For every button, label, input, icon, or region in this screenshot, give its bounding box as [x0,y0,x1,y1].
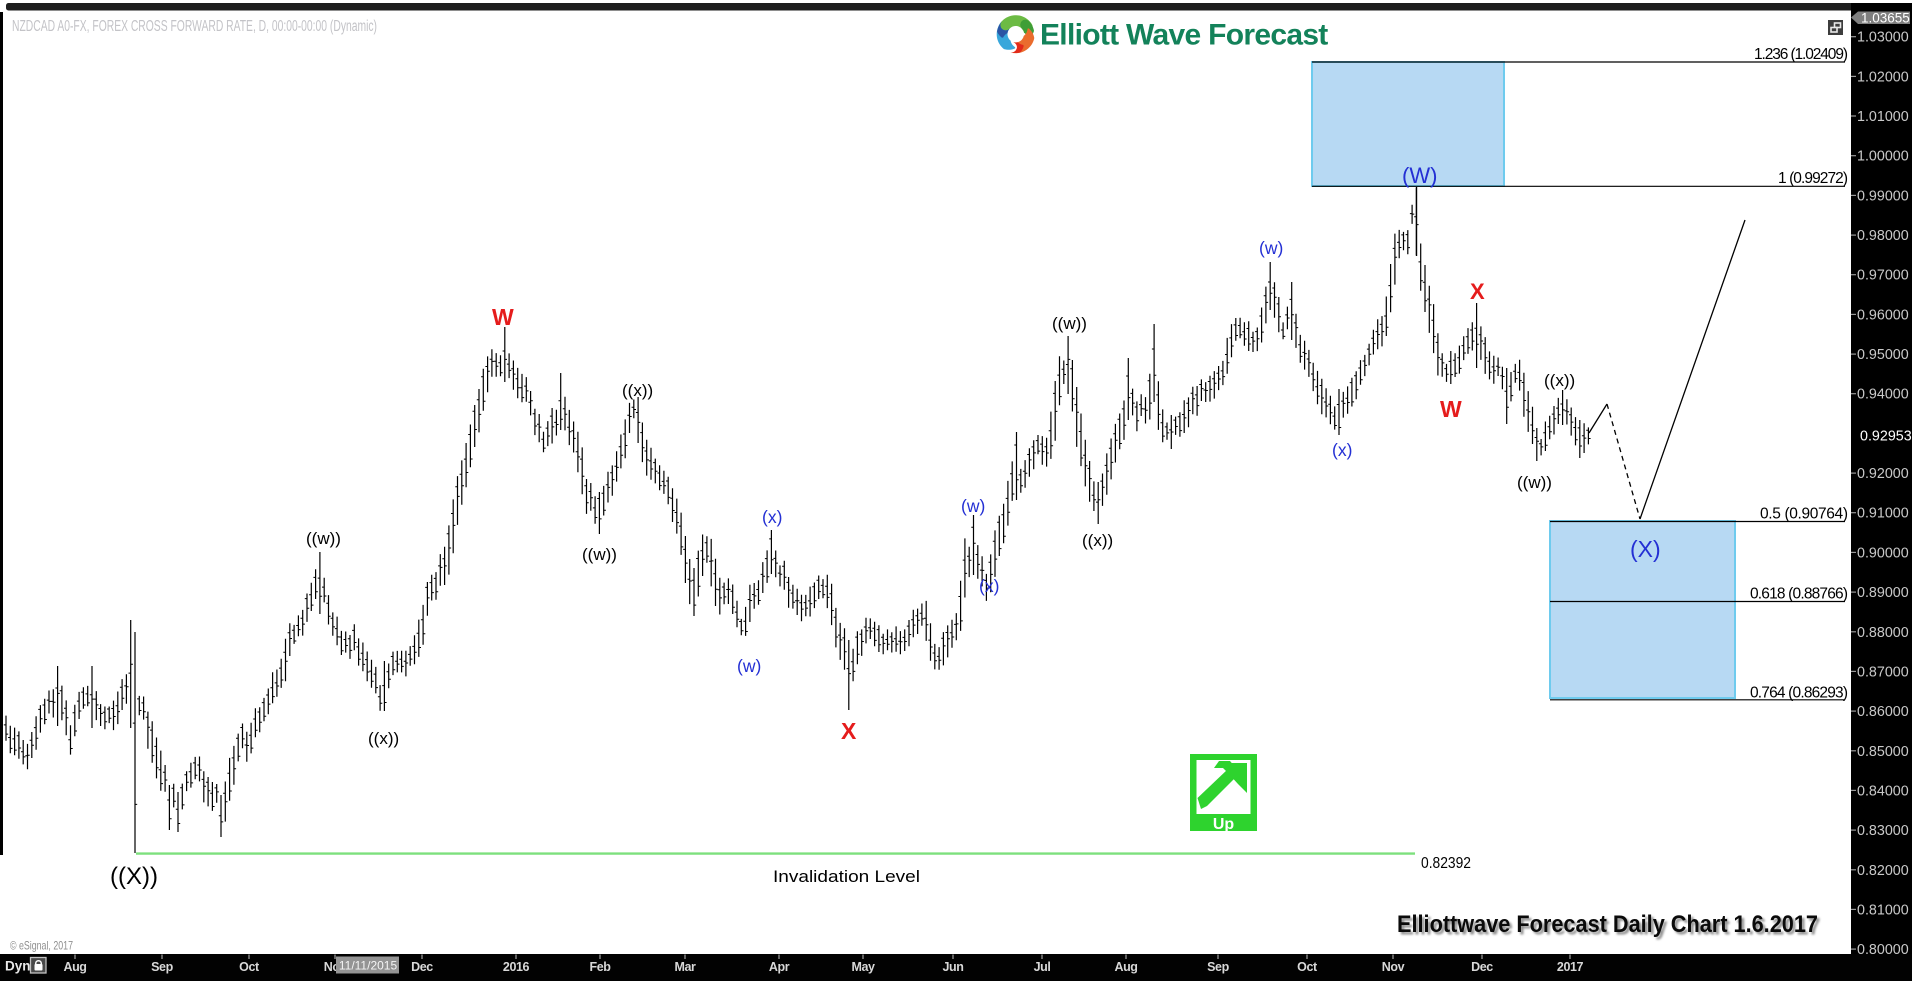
svg-text:Dec: Dec [411,960,433,974]
svg-text:1.00000: 1.00000 [1857,149,1909,165]
svg-text:0.80000: 0.80000 [1857,942,1909,958]
svg-text:0.94000: 0.94000 [1857,387,1909,403]
svg-text:(x): (x) [1332,440,1352,460]
svg-text:((x)): ((x)) [1544,371,1575,390]
svg-text:0.89000: 0.89000 [1857,585,1909,601]
svg-text:0.88000: 0.88000 [1857,625,1909,641]
svg-text:0.98000: 0.98000 [1857,228,1909,244]
svg-text:(w): (w) [737,656,761,676]
svg-text:Elliottwave Forecast Daily Cha: Elliottwave Forecast Daily Chart 1.6.201… [1400,914,1821,941]
svg-text:Oct: Oct [239,960,260,974]
svg-text:X: X [841,718,857,744]
svg-text:NZDCAD A0-FX, FOREX CROSS FORW: NZDCAD A0-FX, FOREX CROSS FORWARD RATE, … [12,18,377,35]
svg-text:Jun: Jun [942,960,963,974]
svg-text:0.86000: 0.86000 [1857,704,1909,720]
svg-text:May: May [851,960,875,974]
svg-text:2017: 2017 [1557,960,1584,974]
svg-text:0.90000: 0.90000 [1857,545,1909,561]
svg-text:Up: Up [1213,816,1235,833]
svg-text:0.95000: 0.95000 [1857,347,1909,363]
svg-text:Oct: Oct [1297,960,1318,974]
svg-text:Apr: Apr [769,960,790,974]
svg-text:0.82000: 0.82000 [1857,863,1909,879]
svg-text:((X)): ((X)) [110,863,158,890]
svg-text:1 (0.99272): 1 (0.99272) [1778,170,1848,187]
svg-text:© eSignal, 2017: © eSignal, 2017 [10,939,73,953]
svg-text:0.5 (0.90764): 0.5 (0.90764) [1760,506,1848,523]
svg-text:Mar: Mar [674,960,696,974]
svg-text:0.96000: 0.96000 [1857,307,1909,323]
svg-text:0.97000: 0.97000 [1857,268,1909,284]
svg-text:Elliottwave Forecast Daily Cha: Elliottwave Forecast Daily Chart 1.6.201… [1397,911,1818,938]
svg-text:Jul: Jul [1034,960,1051,974]
svg-text:Invalidation Level: Invalidation Level [773,867,920,886]
svg-text:(x): (x) [762,507,782,527]
svg-text:Sep: Sep [1207,960,1229,974]
svg-text:((w)): ((w)) [1052,314,1087,333]
svg-text:0.99000: 0.99000 [1857,188,1909,204]
svg-text:0.764 (0.86293): 0.764 (0.86293) [1750,684,1848,701]
svg-text:0.92000: 0.92000 [1857,466,1909,482]
svg-text:X: X [1470,279,1485,304]
svg-text:((x)): ((x)) [622,381,653,400]
svg-text:((w)): ((w)) [306,529,341,548]
svg-text:1.03000: 1.03000 [1857,30,1909,46]
svg-text:2016: 2016 [503,960,530,974]
svg-text:Elliott Wave Forecast: Elliott Wave Forecast [1040,19,1328,52]
svg-text:((x)): ((x)) [1082,531,1113,550]
svg-text:W: W [492,304,514,330]
svg-text:0.83000: 0.83000 [1857,823,1909,839]
svg-text:Dyn: Dyn [5,959,31,974]
svg-text:((w)): ((w)) [582,545,617,564]
svg-text:1.236 (1.02409): 1.236 (1.02409) [1754,46,1848,63]
svg-text:Aug: Aug [63,960,86,974]
svg-text:11/11/2015: 11/11/2015 [339,959,398,973]
svg-text:0.81000: 0.81000 [1857,902,1909,918]
svg-text:0.87000: 0.87000 [1857,664,1909,680]
svg-text:1.03655: 1.03655 [1861,11,1910,26]
svg-text:0.91000: 0.91000 [1857,506,1909,522]
svg-text:Feb: Feb [589,960,611,974]
svg-text:(w): (w) [961,496,985,516]
svg-text:0.618 (0.88766): 0.618 (0.88766) [1750,586,1848,603]
svg-text:(W): (W) [1402,163,1437,188]
svg-text:0.92953: 0.92953 [1860,428,1912,444]
svg-text:((w)): ((w)) [1517,473,1552,492]
svg-text:Aug: Aug [1114,960,1137,974]
svg-text:0.85000: 0.85000 [1857,744,1909,760]
svg-text:((x)): ((x)) [368,729,399,748]
svg-text:1.01000: 1.01000 [1857,109,1909,125]
svg-text:Dec: Dec [1471,960,1493,974]
svg-text:W: W [1440,396,1462,422]
svg-text:(w): (w) [1259,238,1283,258]
svg-text:Nov: Nov [1382,960,1405,974]
svg-text:(X): (X) [1630,536,1661,562]
svg-text:0.84000: 0.84000 [1857,783,1909,799]
svg-text:(x): (x) [979,576,999,596]
svg-text:Sep: Sep [151,960,173,974]
svg-text:1.02000: 1.02000 [1857,69,1909,85]
svg-text:0.82392: 0.82392 [1421,855,1471,872]
